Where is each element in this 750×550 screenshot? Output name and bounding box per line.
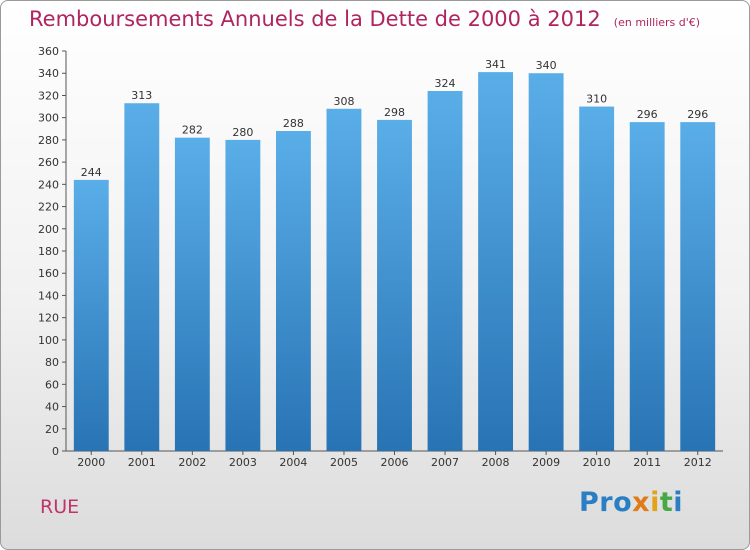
data-label: 296: [687, 108, 708, 121]
bar: [478, 72, 514, 451]
y-tick-label: 140: [38, 289, 59, 302]
chart-title: Remboursements Annuels de la Dette de 20…: [29, 7, 700, 31]
y-tick-label: 80: [45, 356, 59, 369]
x-tick-label: 2002: [178, 456, 206, 469]
bar: [680, 122, 716, 451]
data-label: 244: [81, 166, 102, 179]
y-tick-label: 260: [38, 156, 59, 169]
commune-name: RUE: [40, 496, 80, 518]
y-tick-label: 180: [38, 245, 59, 258]
data-label: 310: [586, 93, 607, 106]
x-tick-label: 2005: [330, 456, 358, 469]
y-tick-label: 0: [52, 445, 59, 458]
y-tick-label: 340: [38, 67, 59, 80]
x-tick-label: 2006: [381, 456, 409, 469]
x-tick-label: 2003: [229, 456, 257, 469]
y-tick-label: 200: [38, 223, 59, 236]
bar: [124, 103, 160, 451]
y-tick-label: 100: [38, 334, 59, 347]
y-tick-label: 320: [38, 89, 59, 102]
y-tick-label: 220: [38, 201, 59, 214]
data-label: 280: [232, 126, 253, 139]
y-tick-label: 280: [38, 134, 59, 147]
data-label: 308: [333, 95, 354, 108]
data-label: 340: [536, 59, 557, 72]
x-tick-label: 2007: [431, 456, 459, 469]
y-tick-label: 240: [38, 178, 59, 191]
y-tick-label: 160: [38, 267, 59, 280]
x-tick-label: 2009: [532, 456, 560, 469]
bar: [275, 131, 311, 451]
data-label: 324: [435, 77, 456, 90]
x-tick-label: 2011: [633, 456, 661, 469]
data-label: 296: [637, 108, 658, 121]
bar: [377, 119, 412, 451]
title-text: Remboursements Annuels de la Dette de 20…: [29, 7, 601, 31]
proxiti-logo: Proxiti: [579, 487, 684, 518]
bar: [225, 139, 261, 451]
bar: [528, 73, 564, 451]
y-tick-label: 300: [38, 112, 59, 125]
y-tick-label: 60: [45, 378, 59, 391]
x-tick-label: 2001: [128, 456, 156, 469]
x-tick-label: 2004: [279, 456, 307, 469]
bar: [427, 91, 463, 451]
bar: [174, 137, 210, 451]
data-label: 341: [485, 58, 506, 71]
data-label: 298: [384, 106, 405, 119]
y-tick-label: 20: [45, 423, 59, 436]
y-tick-label: 120: [38, 312, 59, 325]
data-label: 313: [131, 89, 152, 102]
data-label: 282: [182, 124, 203, 137]
x-tick-label: 2012: [684, 456, 712, 469]
y-tick-label: 360: [38, 45, 59, 58]
x-tick-label: 2008: [482, 456, 510, 469]
data-label: 288: [283, 117, 304, 130]
bar: [579, 106, 615, 452]
x-tick-label: 2000: [77, 456, 105, 469]
bar: [326, 108, 362, 452]
bar: [73, 179, 109, 451]
bar: [629, 122, 665, 451]
x-tick-label: 2010: [583, 456, 611, 469]
unit-text: (en milliers d'€): [613, 16, 701, 29]
y-tick-label: 40: [45, 401, 59, 414]
